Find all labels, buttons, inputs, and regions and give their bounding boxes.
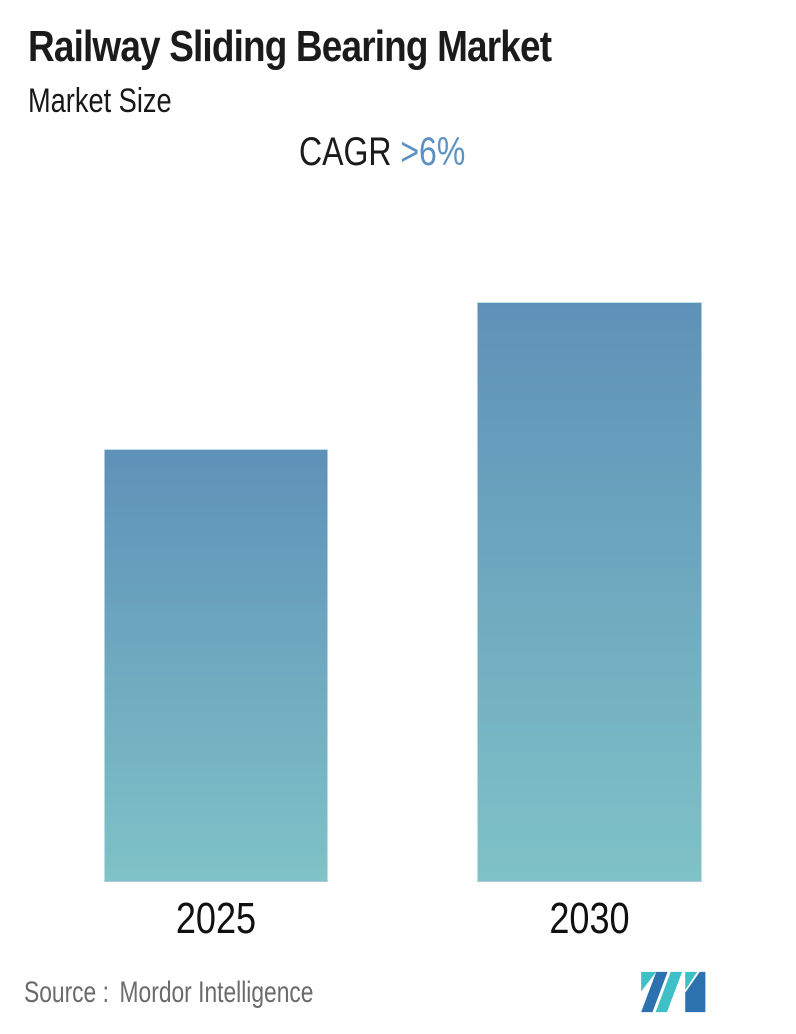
- chart-title: Railway Sliding Bearing Market: [28, 22, 552, 71]
- source-line: Source : Mordor Intelligence: [24, 976, 313, 1010]
- source-value: Mordor Intelligence: [119, 976, 314, 1009]
- bar-2030: [477, 302, 702, 882]
- bar-chart: 2025 2030: [104, 0, 702, 943]
- x-axis-label-2030: 2030: [549, 894, 630, 943]
- logo-blue-diagonal: [641, 971, 668, 1013]
- cagr-label: CAGR: [299, 130, 392, 174]
- bar-2025: [104, 449, 328, 882]
- cagr-annotation: CAGR >6%: [299, 130, 465, 175]
- chart-subtitle: Market Size: [28, 82, 172, 120]
- cagr-value: >6%: [400, 130, 466, 174]
- logo-blue-bar: [685, 971, 706, 1013]
- bar-group-2025: 2025: [104, 0, 328, 943]
- x-axis-label-2025: 2025: [175, 894, 257, 943]
- logo-teal-triangle: [641, 971, 657, 992]
- bar-group-2030: 2030: [477, 0, 702, 943]
- source-label: Source :: [24, 976, 109, 1009]
- footer: Source : Mordor Intelligence: [0, 960, 796, 1034]
- logo-teal-diagonal: [655, 971, 683, 1013]
- mordor-intelligence-logo: [641, 971, 706, 1013]
